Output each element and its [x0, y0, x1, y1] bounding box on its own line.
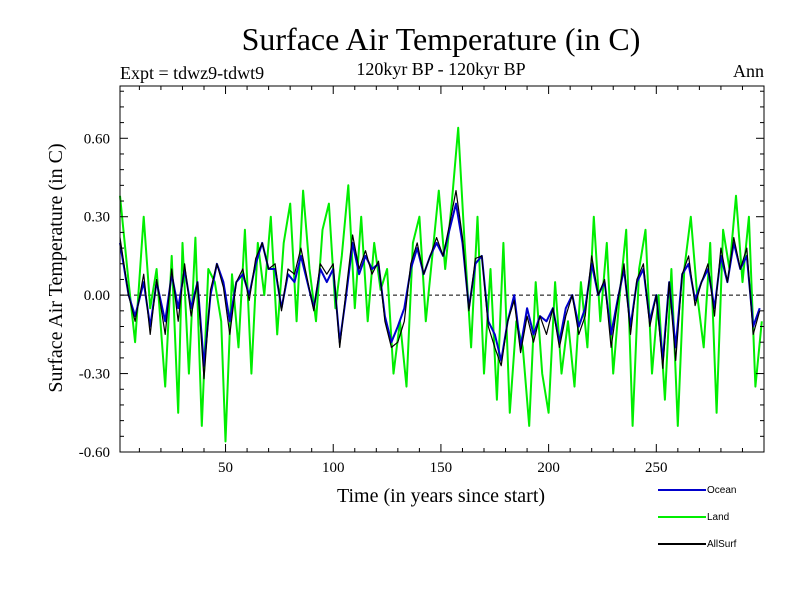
legend: Ocean Land AllSurf	[658, 485, 737, 550]
plot-frame	[119, 85, 765, 453]
y-tick-label: -0.30	[79, 367, 110, 383]
y-tick-label: -0.60	[79, 445, 110, 461]
experiment-label: Expt = tdwz9-tdwt9	[120, 63, 264, 83]
y-tick-label: 0.60	[84, 131, 110, 147]
legend-label-ocean: Ocean	[707, 485, 736, 496]
y-tick-label: 0.30	[84, 210, 110, 226]
x-tick-label: 200	[537, 460, 560, 476]
series-line-land	[119, 126, 763, 443]
x-axis-label: Time (in years since start)	[337, 485, 545, 507]
x-tick-label: 250	[645, 460, 668, 476]
chart-title: Surface Air Temperature (in C)	[242, 21, 641, 57]
y-axis-label: Surface Air Temperature (in C)	[45, 143, 67, 392]
legend-label-land: Land	[707, 512, 729, 523]
series-line-allsurf	[119, 190, 761, 380]
y-tick-label: 0.00	[84, 288, 110, 304]
legend-label-allsurf: AllSurf	[707, 539, 737, 550]
x-tick-label: 50	[218, 460, 233, 476]
season-label: Ann	[733, 61, 764, 81]
x-tick-label: 150	[430, 460, 453, 476]
plot-area: 50 100 150 200 250 -0.60 -0.30 0.00 0.30 0.60	[79, 85, 765, 476]
chart-subtitle: 120kyr BP - 120kyr BP	[356, 59, 525, 79]
x-tick-label: 100	[322, 460, 345, 476]
